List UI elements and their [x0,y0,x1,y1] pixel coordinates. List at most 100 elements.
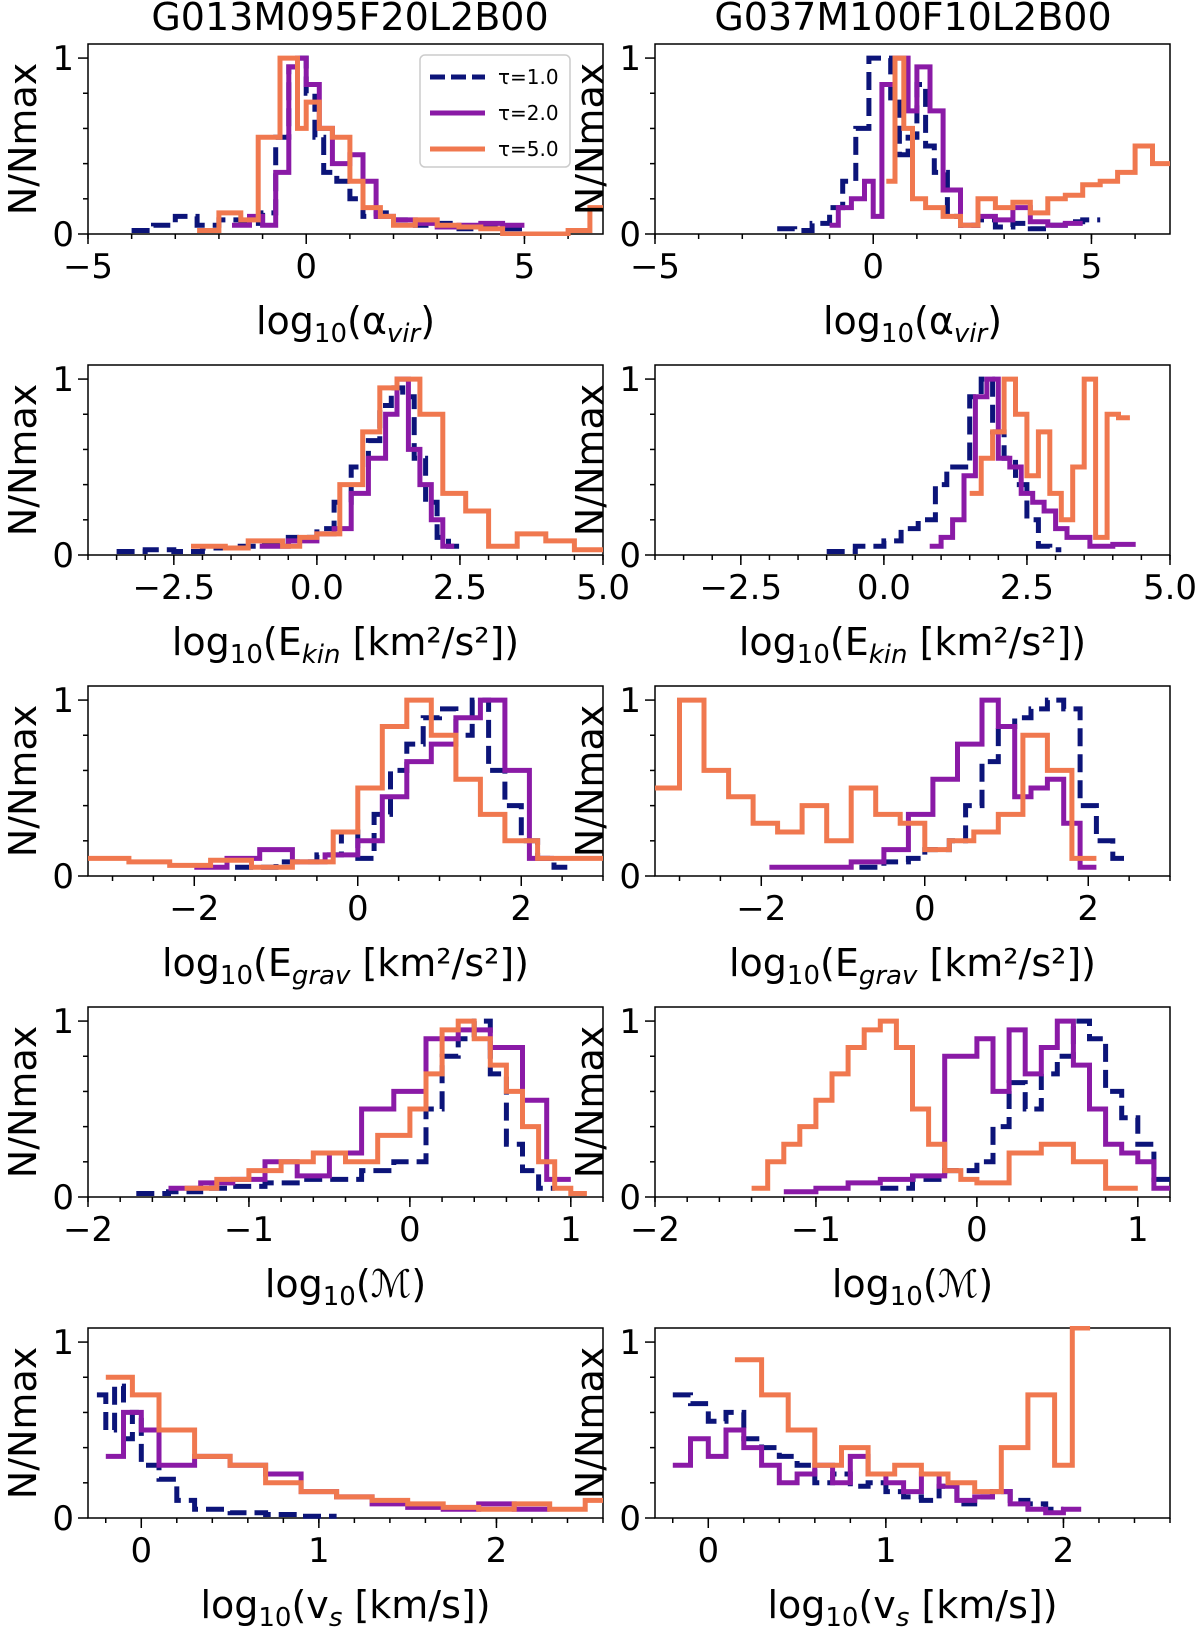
x-tick-label: 2 [1053,1531,1075,1571]
y-tick-label: 0 [52,1178,74,1218]
x-tick-label: 2.5 [1000,568,1054,608]
x-tick-label: −2 [169,889,219,929]
y-tick-label: 0 [619,536,641,576]
x-axis-label: log10(vs [km/s]) [767,1583,1057,1633]
x-tick-label: 1 [875,1531,897,1571]
legend-label-1: τ=1.0 [498,65,559,89]
y-axis-label: N/Nmax [568,63,612,215]
x-tick-label: −2 [736,889,786,929]
series-tau-2 [783,1018,1170,1195]
x-tick-label: 0 [697,1531,719,1571]
x-tick-label: 5 [1081,247,1103,287]
legend-label-2: τ=2.0 [498,101,559,125]
legend: τ=1.0 τ=2.0 τ=5.0 [419,54,571,168]
axes-frame [87,685,604,877]
series-tau-3 [655,697,1097,861]
series-tau-1 [136,1018,555,1196]
series-tau-2 [168,1027,571,1191]
x-tick-label: −2 [630,1210,680,1250]
x-tick-label: 0 [347,889,369,929]
x-tick-label: 1 [1127,1210,1149,1250]
x-axis-label: log10(Ekin [km²/s²]) [739,620,1086,670]
y-tick-label: 1 [619,360,641,400]
series-tau-3 [197,55,603,236]
x-axis-label: log10(Ekin [km²/s²]) [172,620,519,670]
x-tick-label: −2.5 [700,568,783,608]
x-tick-label: −1 [224,1210,274,1250]
x-tick-label: 0 [862,247,884,287]
y-tick-label: 1 [52,360,74,400]
panel-r3-c1: −2 0 2 0 1N/Nmax log10(Egrav [km²/s²]) [1,681,604,991]
y-tick-label: 1 [619,39,641,79]
y-tick-label: 0 [52,857,74,897]
series-tau-2 [769,697,1097,870]
y-tick-label: 1 [619,681,641,721]
y-axis-label: N/Nmax [1,384,45,536]
y-tick-label: 0 [619,215,641,255]
x-axis-label: log10(ℳ) [832,1262,993,1312]
column-title-right: G037M100F10L2B00 [714,0,1111,39]
x-axis-label: log10(αvir) [823,299,1002,349]
series-tau-1 [777,55,1101,233]
series-tau-3 [184,1018,587,1196]
series-tau-1 [880,1018,1170,1191]
y-axis-label: N/Nmax [568,384,612,536]
y-axis-label: N/Nmax [1,63,45,215]
x-tick-label: 1 [308,1531,330,1571]
x-tick-label: 5.0 [1143,568,1197,608]
x-tick-label: 2 [510,889,532,929]
x-axis-label: log10(αvir) [256,299,435,349]
x-tick-label: −1 [791,1210,841,1250]
y-tick-label: 0 [619,1178,641,1218]
series-tau-1 [859,697,1130,870]
y-tick-label: 1 [52,39,74,79]
series-tau-2 [194,697,554,870]
x-tick-label: −2 [63,1210,113,1250]
x-tick-label: 0 [295,247,317,287]
series-tau-3 [191,376,603,553]
y-axis-label: N/Nmax [568,1347,612,1499]
y-tick-label: 1 [52,1002,74,1042]
y-axis-label: N/Nmax [1,1347,45,1499]
x-tick-label: 0.0 [290,568,344,608]
series-tau-3 [751,1018,1138,1191]
x-axis-label: log10(ℳ) [265,1262,426,1312]
y-tick-label: 0 [619,1499,641,1539]
y-tick-label: 0 [52,536,74,576]
series-tau-1 [826,376,1062,554]
series-tau-2 [105,1409,550,1512]
axes-frame [654,43,1171,235]
axes-frame [654,685,1171,877]
x-tick-label: 5.0 [576,568,630,608]
axes-frame [87,43,604,235]
x-tick-label: 0 [966,1210,988,1250]
x-tick-label: 2.5 [433,568,487,608]
x-tick-label: 2 [1077,889,1099,929]
x-tick-label: 0 [914,889,936,929]
y-tick-label: 1 [52,1323,74,1363]
axes-frame [87,1327,604,1519]
x-tick-label: 5 [514,247,536,287]
x-axis-label: log10(Egrav [km²/s²]) [729,941,1096,991]
legend-box [419,54,571,168]
y-axis-label: N/Nmax [568,705,612,857]
legend-label-3: τ=5.0 [498,137,559,161]
y-tick-label: 0 [52,215,74,255]
x-tick-label: 0 [399,1210,421,1250]
series-tau-3 [105,1374,603,1512]
x-tick-label: 0 [130,1531,152,1571]
series-tau-3 [88,697,603,870]
x-axis-label: log10(vs [km/s]) [200,1583,490,1633]
series-tau-2 [929,376,1136,549]
series-tau-3 [734,1326,1091,1495]
y-axis-label: N/Nmax [568,1026,612,1178]
y-axis-label: N/Nmax [1,1026,45,1178]
